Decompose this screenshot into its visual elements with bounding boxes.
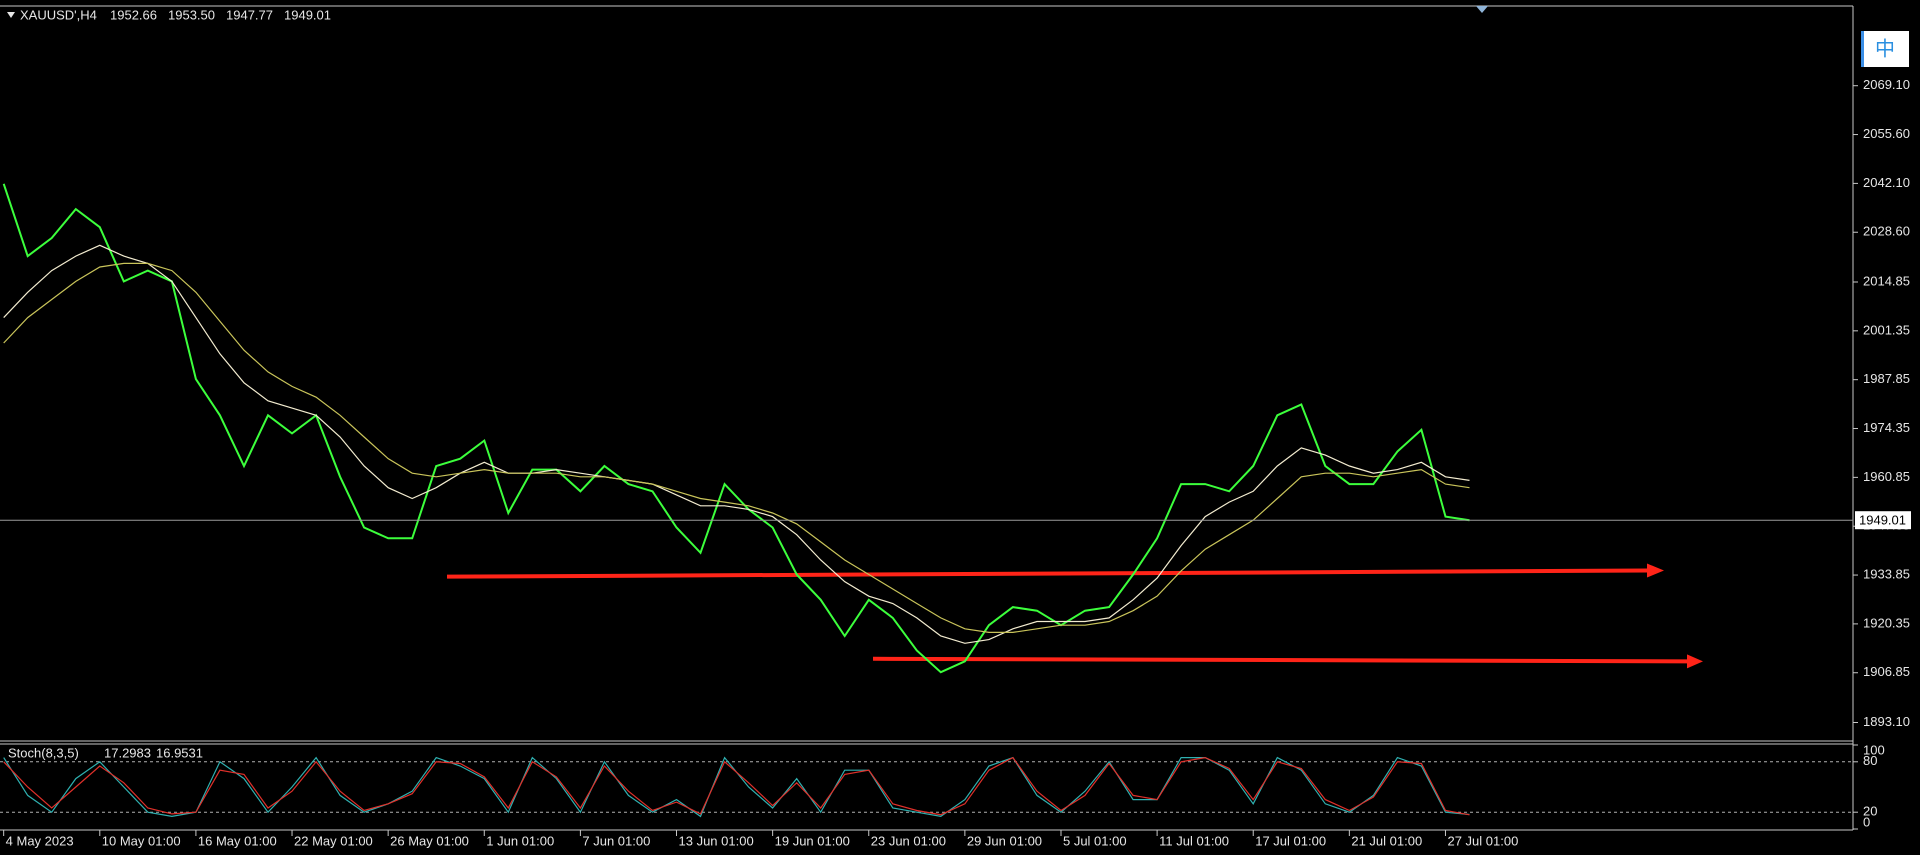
stoch-line	[3, 756, 1470, 816]
y-tick-label: 100	[1863, 742, 1885, 757]
high: 1953.50	[168, 7, 215, 22]
stoch-signal-value: 16.9531	[156, 745, 203, 760]
x-tick-label: 21 Jul 01:00	[1351, 833, 1422, 848]
x-tick-label: 13 Jun 01:00	[679, 833, 754, 848]
y-tick-label: 80	[1863, 753, 1877, 768]
y-tick-label: 1974.35	[1863, 420, 1910, 435]
indicator-title: Stoch(8,3,5)	[8, 745, 79, 760]
language-button[interactable]	[1861, 31, 1909, 67]
price-line	[2, 183, 1470, 674]
y-tick-label: 1933.85	[1863, 566, 1910, 581]
open: 1952.66	[110, 7, 157, 22]
x-tick-label: 27 Jul 01:00	[1447, 833, 1518, 848]
x-tick-label: 22 May 01:00	[294, 833, 373, 848]
x-tick-label: 19 Jun 01:00	[775, 833, 850, 848]
stoch-header: Stoch(8,3,5) 17.2983 16.9531	[8, 745, 203, 760]
x-tick-label: 23 Jun 01:00	[871, 833, 946, 848]
x-tick-label: 10 May 01:00	[102, 833, 181, 848]
moving-average	[3, 244, 1470, 644]
y-tick-label: 2042.10	[1863, 175, 1910, 190]
x-tick-label: 16 May 01:00	[198, 833, 277, 848]
close: 1949.01	[284, 7, 331, 22]
x-tick-label: 17 Jul 01:00	[1255, 833, 1326, 848]
support-arrow-line	[446, 568, 1648, 579]
moving-average	[3, 262, 1470, 633]
y-tick-label: 2001.35	[1863, 322, 1910, 337]
language-button-label[interactable]: 中	[1875, 37, 1895, 60]
x-tick-label: 26 May 01:00	[390, 833, 469, 848]
y-tick-label: 2014.85	[1863, 273, 1910, 288]
y-tick-label: 2028.60	[1863, 224, 1910, 239]
y-tick-label: 2069.10	[1863, 77, 1910, 92]
y-tick-label: 1960.85	[1863, 469, 1910, 484]
y-tick-label: 1987.85	[1863, 371, 1910, 386]
support-arrow-head	[1647, 563, 1664, 578]
support-arrow-line	[872, 656, 1688, 664]
y-tick-label: 0	[1863, 814, 1870, 829]
y-tick-label: 1920.35	[1863, 615, 1910, 630]
symbol: XAUUSD',H4	[20, 7, 97, 22]
support-arrow-head	[1687, 654, 1703, 669]
low: 1947.77	[226, 7, 273, 22]
stoch-main-value: 17.2983	[104, 745, 151, 760]
x-tick-label: 4 May 2023	[6, 833, 74, 848]
y-tick-label: 1893.10	[1863, 714, 1910, 729]
y-tick-label: 2055.60	[1863, 126, 1910, 141]
x-tick-label: 29 Jun 01:00	[967, 833, 1042, 848]
y-tick-label: 1906.85	[1863, 664, 1910, 679]
x-tick-label: 1 Jun 01:00	[486, 833, 554, 848]
language-button-edge	[1861, 31, 1864, 67]
x-tick-label: 5 Jul 01:00	[1063, 833, 1127, 848]
shift-marker	[1476, 6, 1488, 13]
chart-header: XAUUSD',H4 1952.66 1953.50 1947.77 1949.…	[20, 7, 331, 22]
current-price-box	[1855, 511, 1911, 530]
x-tick-label: 7 Jun 01:00	[582, 833, 650, 848]
x-tick-label: 11 Jul 01:00	[1159, 833, 1229, 848]
y-tick-label: 20	[1863, 804, 1877, 819]
current-price-label: 1949.01	[1859, 513, 1906, 528]
menu-triangle[interactable]	[7, 12, 15, 18]
